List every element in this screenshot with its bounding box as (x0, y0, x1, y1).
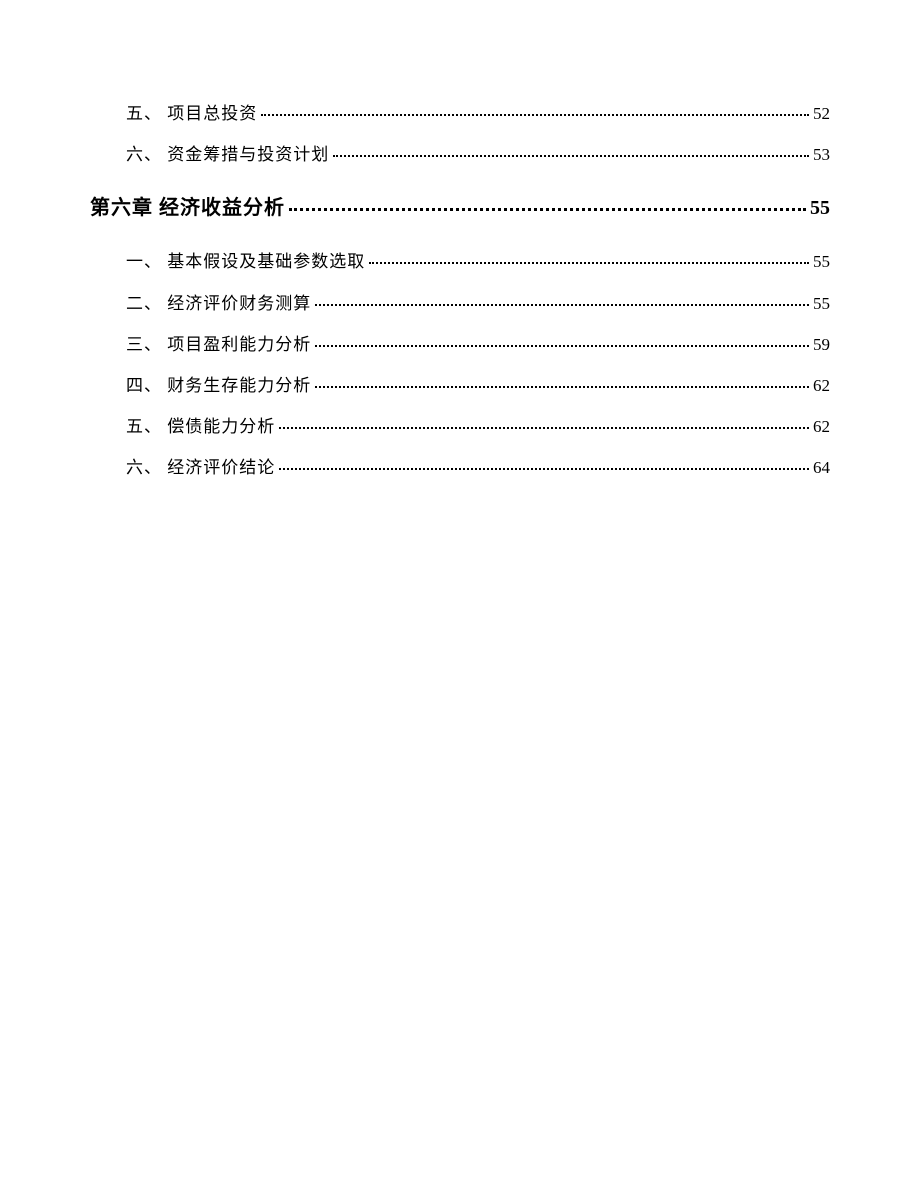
toc-dots (279, 468, 809, 470)
toc-dots (315, 345, 809, 347)
toc-dots (279, 427, 809, 429)
toc-entry: 二、 经济评价财务测算 55 (90, 290, 830, 317)
toc-entry: 四、 财务生存能力分析 62 (90, 372, 830, 399)
toc-dots (261, 114, 809, 116)
toc-entry: 一、 基本假设及基础参数选取 55 (90, 248, 830, 275)
toc-dots (369, 262, 809, 264)
toc-label: 四、 财务生存能力分析 (126, 372, 311, 399)
toc-entry: 六、 经济评价结论 64 (90, 454, 830, 481)
toc-page: 64 (813, 454, 830, 481)
toc-page: 53 (813, 141, 830, 168)
toc-dots (315, 304, 809, 306)
toc-container: 五、 项目总投资 52 六、 资金筹措与投资计划 53 第六章 经济收益分析 5… (90, 100, 830, 482)
toc-entry: 五、 偿债能力分析 62 (90, 413, 830, 440)
toc-chapter-label: 第六章 经济收益分析 (90, 192, 285, 224)
toc-entry: 五、 项目总投资 52 (90, 100, 830, 127)
toc-dots (315, 386, 809, 388)
toc-label: 六、 资金筹措与投资计划 (126, 141, 329, 168)
toc-dots (289, 208, 806, 211)
toc-label: 五、 项目总投资 (126, 100, 257, 127)
toc-entry: 六、 资金筹措与投资计划 53 (90, 141, 830, 168)
toc-label: 一、 基本假设及基础参数选取 (126, 248, 365, 275)
toc-page: 55 (813, 248, 830, 275)
toc-dots (333, 155, 809, 157)
toc-chapter-entry: 第六章 经济收益分析 55 (90, 192, 830, 224)
toc-label: 二、 经济评价财务测算 (126, 290, 311, 317)
toc-page: 62 (813, 372, 830, 399)
toc-label: 三、 项目盈利能力分析 (126, 331, 311, 358)
toc-page: 62 (813, 413, 830, 440)
toc-page: 59 (813, 331, 830, 358)
toc-chapter-page: 55 (810, 192, 830, 224)
toc-page: 55 (813, 290, 830, 317)
toc-page: 52 (813, 100, 830, 127)
toc-label: 五、 偿债能力分析 (126, 413, 275, 440)
toc-label: 六、 经济评价结论 (126, 454, 275, 481)
toc-entry: 三、 项目盈利能力分析 59 (90, 331, 830, 358)
